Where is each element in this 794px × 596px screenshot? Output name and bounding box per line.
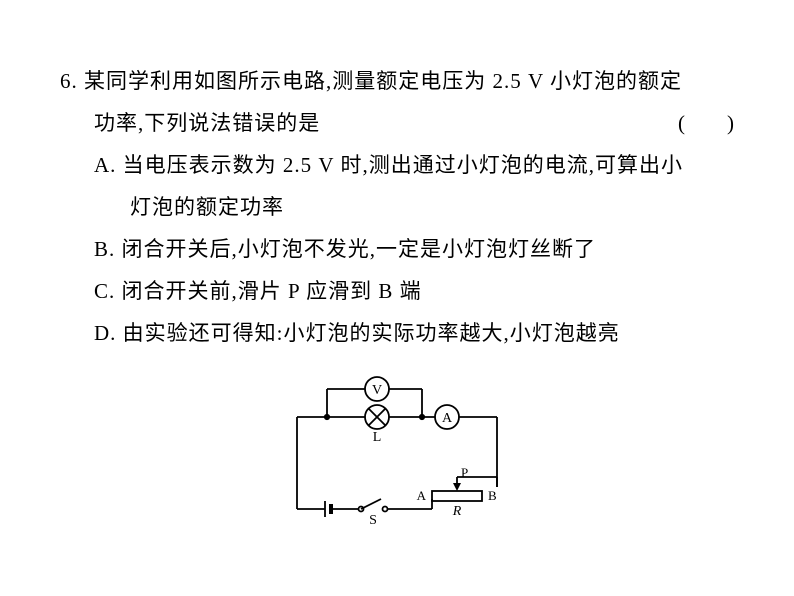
lamp-label: L	[373, 430, 382, 445]
switch-terminal	[383, 507, 388, 512]
switch-label: S	[369, 513, 377, 528]
option-b: B. 闭合开关后,小灯泡不发光,一定是小灯泡灯丝断了	[60, 228, 734, 270]
option-c: C. 闭合开关前,滑片 P 应滑到 B 端	[60, 270, 734, 312]
slider-label: P	[461, 465, 468, 480]
voltmeter-label: V	[372, 383, 382, 398]
switch-arm	[361, 499, 381, 509]
node-dot	[325, 415, 329, 419]
stem-text-1: 某同学利用如图所示电路,测量额定电压为 2.5 V 小灯泡的额定	[84, 69, 682, 93]
option-a-line2: 灯泡的额定功率	[60, 186, 734, 228]
resistor-label: R	[452, 504, 462, 519]
question-line1: 6. 某同学利用如图所示电路,测量额定电压为 2.5 V 小灯泡的额定	[60, 60, 734, 102]
answer-paren: ( )	[678, 102, 734, 144]
circuit-diagram-container: V L A	[60, 369, 734, 529]
rheostat-right-label: B	[488, 488, 497, 503]
rheostat-body	[432, 491, 482, 501]
circuit-diagram: V L A	[277, 369, 517, 529]
question-line2: 功率,下列说法错误的是 ( )	[60, 102, 734, 144]
slider-arrow-icon	[453, 483, 461, 491]
question-number: 6.	[60, 69, 78, 93]
stem-text-2: 功率,下列说法错误的是	[94, 102, 320, 144]
ammeter-label: A	[442, 411, 453, 426]
rheostat-left-label: A	[417, 488, 427, 503]
option-a-line1: A. 当电压表示数为 2.5 V 时,测出通过小灯泡的电流,可算出小	[60, 144, 734, 186]
question-block: 6. 某同学利用如图所示电路,测量额定电压为 2.5 V 小灯泡的额定 功率,下…	[60, 60, 734, 354]
option-d: D. 由实验还可得知:小灯泡的实际功率越大,小灯泡越亮	[60, 312, 734, 354]
